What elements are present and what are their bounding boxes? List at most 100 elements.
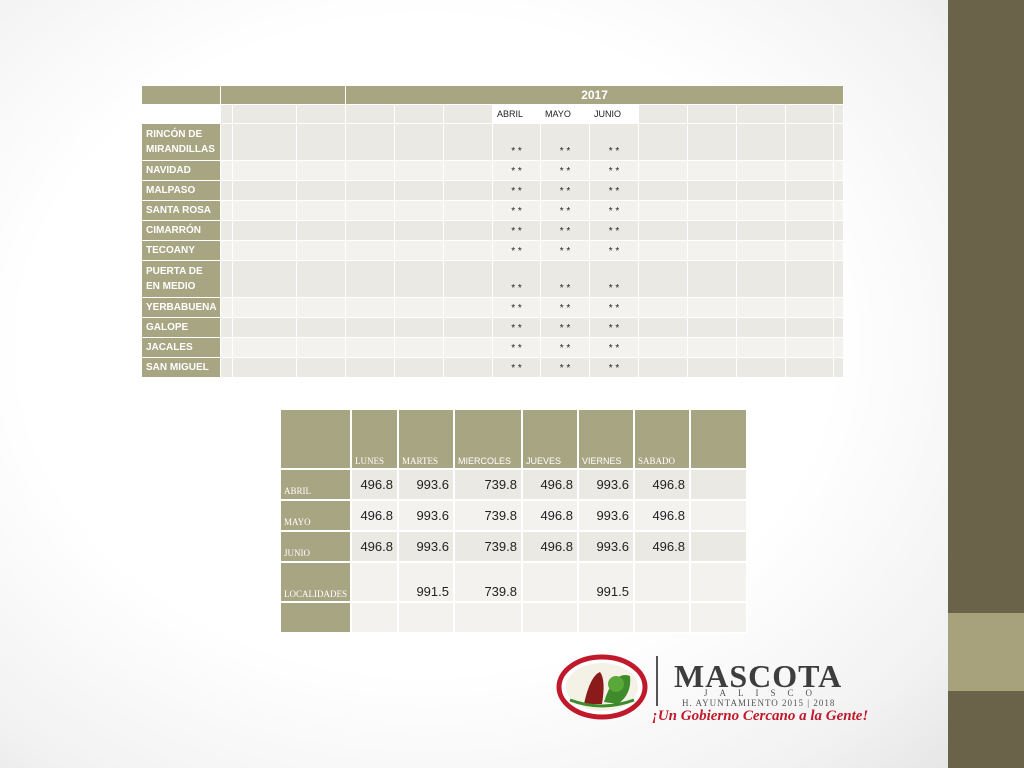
community-row: RINCÓN DE MIRANDILLAS * * * * * *	[141, 123, 845, 161]
community-row: GALOPE * * * * * *	[141, 317, 845, 338]
community-name: MALPASO	[141, 180, 221, 201]
empty-cell	[220, 180, 233, 201]
empty-cell	[345, 297, 395, 318]
empty-cell	[296, 317, 346, 338]
community-row: SAN MIGUEL * * * * * *	[141, 357, 845, 378]
empty-cell	[736, 160, 786, 181]
month-value: * *	[589, 337, 639, 358]
empty-cell	[220, 260, 233, 298]
empty-cell	[785, 337, 834, 358]
empty-cell	[638, 297, 688, 318]
value-cell: 496.8	[521, 468, 579, 501]
empty-cell	[296, 260, 346, 298]
empty-cell	[638, 357, 688, 378]
community-name: CIMARRÓN	[141, 220, 221, 241]
empty-cell	[394, 180, 444, 201]
empty-cell	[350, 601, 399, 634]
weekday-table-body: ABRIL 496.8 993.6 739.8 496.8 993.6 496.8 MAYO 4…	[279, 468, 748, 634]
empty-cell	[220, 200, 233, 221]
empty-cell	[220, 123, 233, 161]
empty-cell	[736, 123, 786, 161]
empty-cell	[687, 297, 737, 318]
community-name: PUERTA DE EN MEDIO	[141, 260, 221, 298]
empty-cell	[394, 123, 444, 161]
community-name: TECOANY	[141, 240, 221, 261]
month-value: * *	[589, 160, 639, 181]
empty-cell	[689, 499, 748, 532]
empty-cell	[345, 160, 395, 181]
community-row: TECOANY * * * * * *	[141, 240, 845, 261]
empty-cell	[345, 260, 395, 298]
empty-cell	[832, 123, 845, 161]
month-value: * *	[540, 357, 590, 378]
header-blank	[141, 85, 221, 105]
empty-cell	[443, 220, 493, 241]
empty-cell	[638, 317, 688, 338]
month-row: JUNIO 496.8 993.6 739.8 496.8 993.6 496.8	[279, 530, 748, 563]
empty-cell	[736, 260, 786, 298]
month-value: * *	[540, 200, 590, 221]
empty-cell	[638, 200, 688, 221]
empty-cell	[689, 530, 748, 563]
empty-cell	[443, 180, 493, 201]
month-value: * *	[492, 337, 541, 358]
logo-name: MASCOTA	[674, 658, 843, 694]
empty-cell	[638, 180, 688, 201]
day-header-jueves: JUEVES	[521, 408, 579, 470]
logo-divider	[656, 656, 658, 706]
empty-cell	[279, 601, 352, 634]
empty-cell	[345, 220, 395, 241]
month-value: * *	[589, 220, 639, 241]
extra-header	[689, 408, 748, 470]
month-value: * *	[540, 260, 590, 298]
month-value: * *	[540, 317, 590, 338]
empty-cell	[832, 357, 845, 378]
community-row: SANTA ROSA * * * * * *	[141, 200, 845, 221]
empty-cell	[687, 200, 737, 221]
empty-cell	[394, 160, 444, 181]
empty-cell	[832, 160, 845, 181]
empty-cell	[232, 160, 297, 181]
month-value: * *	[589, 357, 639, 378]
empty-cell	[453, 601, 523, 634]
empty-cell	[232, 123, 297, 161]
row-label: ABRIL	[279, 468, 352, 501]
value-cell: 993.6	[397, 530, 455, 563]
value-cell: 496.8	[633, 499, 691, 532]
empty-cell	[736, 240, 786, 261]
empty-cell	[832, 260, 845, 298]
empty-cell	[220, 240, 233, 261]
empty-cell	[785, 200, 834, 221]
empty-cell	[220, 337, 233, 358]
community-name: YERBABUENA	[141, 297, 221, 318]
corner-header	[279, 408, 352, 470]
empty-cell	[232, 357, 297, 378]
empty-cell	[785, 260, 834, 298]
empty-cell	[232, 180, 297, 201]
side-bar-dark-bottom	[948, 691, 1024, 768]
value-cell	[521, 561, 579, 603]
empty-cell	[638, 220, 688, 241]
value-cell: 993.6	[397, 499, 455, 532]
community-name: SAN MIGUEL	[141, 357, 221, 378]
empty-cell	[220, 160, 233, 181]
empty-cell	[345, 317, 395, 338]
empty-cell	[577, 601, 635, 634]
month-value: * *	[589, 317, 639, 338]
empty-cell	[296, 160, 346, 181]
empty-cell	[638, 260, 688, 298]
empty-cell	[296, 240, 346, 261]
empty-cell	[736, 357, 786, 378]
empty-cell	[296, 123, 346, 161]
empty-cell	[689, 468, 748, 501]
year-header: 2017	[344, 85, 845, 105]
month-row: MAYO 496.8 993.6 739.8 496.8 993.6 496.8	[279, 499, 748, 532]
empty-cell	[687, 260, 737, 298]
empty-cell	[832, 180, 845, 201]
value-cell: 496.8	[633, 530, 691, 563]
month-value: * *	[492, 220, 541, 241]
empty-cell	[832, 337, 845, 358]
empty-cell	[394, 317, 444, 338]
value-cell	[633, 561, 691, 603]
empty-cell	[785, 240, 834, 261]
